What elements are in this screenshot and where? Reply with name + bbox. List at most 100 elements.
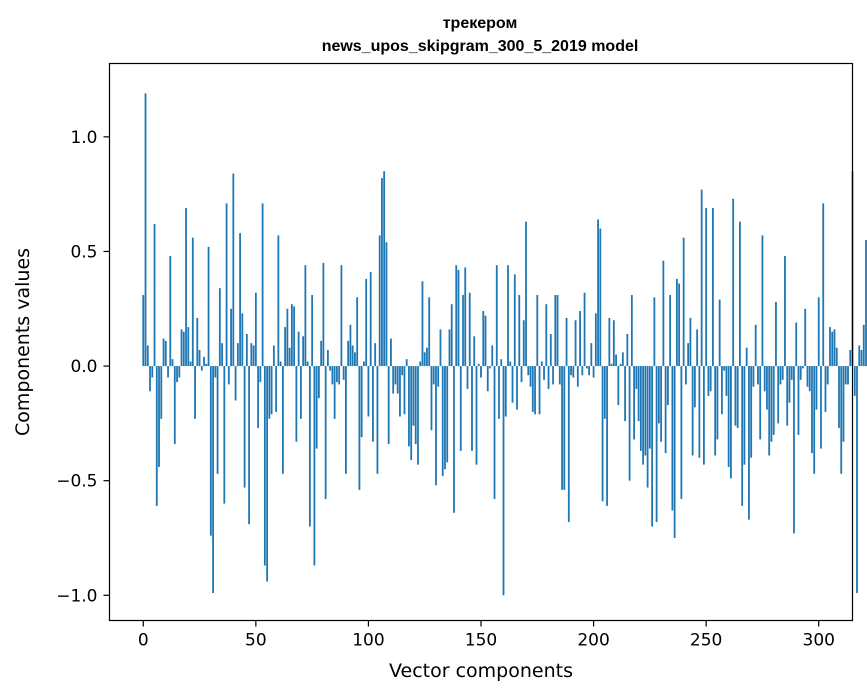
- bar-285: [784, 256, 786, 367]
- bar-156: [493, 366, 496, 500]
- bar-234: [669, 295, 672, 367]
- bar-6: [155, 366, 158, 506]
- bar-95: [356, 297, 359, 367]
- bar-151: [482, 311, 485, 367]
- bar-39: [230, 308, 232, 367]
- bar-55: [266, 366, 269, 582]
- bar-140: [457, 269, 460, 367]
- bar-29: [207, 246, 210, 367]
- bar-240: [682, 237, 685, 367]
- bar-12: [169, 256, 172, 367]
- bar-321: [865, 240, 867, 367]
- bar-178: [543, 366, 545, 380]
- bar-149: [477, 363, 480, 367]
- bar-158: [498, 366, 500, 419]
- bar-153: [486, 366, 489, 392]
- bar-120: [412, 366, 415, 426]
- bar-132: [439, 329, 442, 367]
- bar-174: [534, 366, 536, 415]
- bar-9: [162, 338, 165, 367]
- bar-97: [360, 366, 363, 438]
- bar-62: [281, 366, 284, 474]
- bar-20: [187, 327, 190, 367]
- bar-237: [675, 278, 678, 367]
- bar-4: [151, 366, 154, 378]
- bar-206: [606, 366, 608, 506]
- bar-154: [489, 366, 491, 369]
- bar-318: [858, 345, 861, 367]
- bar-303: [824, 366, 827, 412]
- bar-17: [180, 329, 183, 367]
- bar-123: [419, 361, 422, 367]
- x-tick-label: 50: [245, 631, 267, 651]
- bar-121: [414, 366, 417, 444]
- y-tick-label: −0.5: [56, 472, 97, 492]
- x-axis-label: Vector components: [389, 660, 573, 682]
- bar-63: [284, 327, 287, 367]
- bar-48: [250, 343, 253, 367]
- bar-128: [430, 366, 433, 431]
- bar-223: [644, 366, 647, 456]
- bar-84: [331, 366, 334, 385]
- bar-5: [153, 223, 156, 367]
- bar-194: [579, 311, 581, 367]
- bar-135: [446, 366, 449, 463]
- chart-title-line1: трекером: [443, 15, 518, 32]
- bar-18: [182, 331, 185, 367]
- bar-30: [209, 366, 212, 536]
- bar-33: [216, 366, 219, 474]
- bar-207: [608, 317, 611, 367]
- bar-241: [684, 366, 687, 385]
- bar-256: [718, 299, 721, 367]
- bar-250: [705, 207, 708, 367]
- bar-313: [847, 366, 849, 385]
- bar-167: [518, 295, 521, 367]
- bar-77: [315, 366, 318, 449]
- bar-251: [707, 366, 710, 396]
- bar-173: [531, 366, 534, 412]
- bar-122: [417, 366, 419, 465]
- bar-276: [763, 366, 766, 392]
- x-axis-ticks: 0 50 100 150 200 250 300: [138, 620, 835, 651]
- bar-34: [218, 288, 221, 367]
- bar-53: [261, 203, 264, 367]
- bar-66: [290, 304, 293, 367]
- bar-282: [777, 366, 780, 424]
- bar-232: [664, 366, 667, 454]
- x-tick-label: 150: [465, 631, 497, 651]
- bar-305: [829, 327, 831, 367]
- bar-35: [221, 343, 223, 367]
- bar-217: [630, 295, 633, 367]
- bar-80: [322, 262, 325, 367]
- bar-58: [272, 345, 275, 367]
- bar-101: [369, 272, 372, 367]
- bar-103: [374, 343, 377, 367]
- bar-202: [597, 219, 599, 367]
- bar-214: [624, 366, 626, 422]
- bar-188: [565, 317, 568, 367]
- bar-186: [561, 366, 563, 490]
- bar-254: [714, 366, 717, 456]
- bar-277: [766, 366, 768, 410]
- bar-147: [473, 336, 476, 367]
- bar-231: [662, 260, 665, 367]
- bar-298: [813, 366, 816, 474]
- bar-308: [835, 347, 838, 367]
- bar-191: [572, 366, 575, 378]
- bar-238: [678, 283, 681, 367]
- bar-141: [459, 366, 462, 451]
- bar-294: [804, 308, 807, 367]
- bar-177: [540, 361, 543, 367]
- bar-100: [367, 366, 370, 417]
- bar-260: [727, 366, 730, 467]
- bar-225: [648, 366, 651, 449]
- bar-242: [687, 343, 690, 367]
- bar-274: [759, 366, 762, 440]
- x-tick-label: 300: [803, 631, 835, 651]
- bar-59: [275, 366, 278, 412]
- bar-306: [831, 331, 834, 367]
- bar-219: [635, 366, 638, 389]
- bar-265: [739, 221, 741, 367]
